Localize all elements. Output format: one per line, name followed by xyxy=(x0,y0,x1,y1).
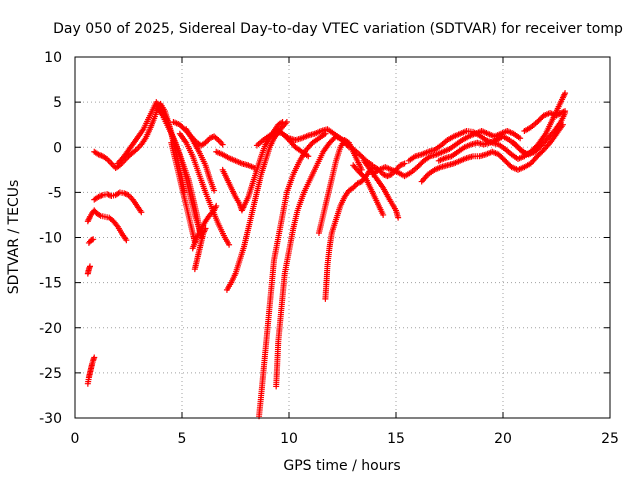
series-arc-aa xyxy=(405,128,541,164)
data-point xyxy=(113,222,120,229)
data-point xyxy=(515,144,522,151)
data-point xyxy=(90,236,97,243)
y-axis-title: SDTVAR / TECUs xyxy=(6,180,22,295)
series-arc-b xyxy=(84,263,93,277)
series-arc-ae xyxy=(521,108,569,135)
data-point xyxy=(562,90,569,97)
series-arc-d xyxy=(84,207,130,244)
y-tick-label: -25 xyxy=(39,366,62,382)
series-arc-x xyxy=(350,162,387,218)
series-arc-ad xyxy=(510,90,569,158)
x-tick-label: 15 xyxy=(387,431,405,447)
series-arc-ab xyxy=(418,121,566,185)
data-points xyxy=(84,90,569,420)
data-point xyxy=(401,160,408,167)
x-tick-label: 25 xyxy=(601,431,619,447)
chart-title: Day 050 of 2025, Sidereal Day-to-day VTE… xyxy=(53,21,623,37)
series-arc-r xyxy=(256,130,329,420)
data-point xyxy=(211,187,218,194)
y-tick-labels: -30 -25 -20 -15 -10 -5 0 5 10 xyxy=(39,50,62,427)
data-point xyxy=(517,135,524,142)
x-tick-label: 20 xyxy=(494,431,512,447)
series-arc-c xyxy=(85,236,97,246)
series-arc-l xyxy=(183,126,218,194)
x-tick-label: 0 xyxy=(71,431,80,447)
y-tick-label: -10 xyxy=(39,231,62,247)
data-point xyxy=(202,225,209,232)
data-point xyxy=(138,209,145,216)
data-point xyxy=(283,118,290,125)
data-point xyxy=(123,237,130,244)
series-arc-o xyxy=(213,148,258,172)
data-point xyxy=(91,354,98,361)
series-arc-v xyxy=(315,137,365,236)
data-point xyxy=(562,108,569,115)
x-axis-title: GPS time / hours xyxy=(283,458,400,474)
x-tick-label: 5 xyxy=(178,431,187,447)
data-point xyxy=(86,263,93,270)
series-arc-n xyxy=(191,225,209,273)
y-tick-label: 10 xyxy=(44,50,62,66)
y-tick-label: 0 xyxy=(53,140,62,156)
series-arc-m xyxy=(189,202,220,252)
tick-marks xyxy=(74,56,611,419)
y-tick-label: -5 xyxy=(48,185,62,201)
y-tick-label: -20 xyxy=(39,321,62,337)
x-tick-labels: 0 5 10 15 20 25 xyxy=(71,431,619,447)
data-point xyxy=(305,153,312,160)
data-point xyxy=(395,214,402,221)
series-arc-p xyxy=(219,118,286,214)
y-tick-label: 5 xyxy=(53,95,62,111)
y-tick-label: -30 xyxy=(39,411,62,427)
series-arc-a xyxy=(84,354,98,387)
data-point xyxy=(380,211,387,218)
x-tick-label: 10 xyxy=(280,431,298,447)
data-point xyxy=(213,202,220,209)
grid xyxy=(75,57,610,418)
series-arc-z xyxy=(369,128,524,180)
y-tick-label: -15 xyxy=(39,276,62,292)
series-arc-u xyxy=(253,126,376,169)
data-point xyxy=(219,141,226,148)
series-arc-e xyxy=(91,189,145,216)
data-point xyxy=(361,174,368,181)
data-point xyxy=(226,241,233,248)
